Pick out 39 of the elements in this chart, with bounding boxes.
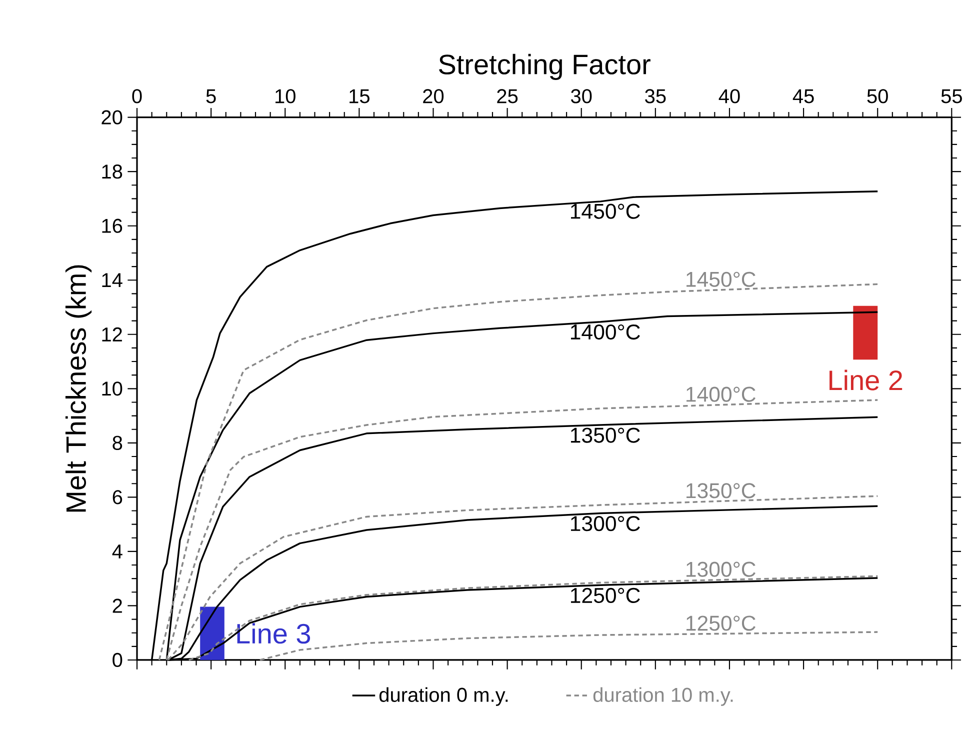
x-tick-label: 5 (206, 89, 216, 104)
annotation: 1450°C (570, 204, 640, 219)
y-axis-title: Melt Thickness (km) (65, 265, 92, 512)
y-tick-label: 6 (112, 490, 122, 504)
annotation: 1350°C (686, 483, 756, 498)
x-tick-label: 20 (423, 89, 444, 104)
x-tick-label: 10 (276, 89, 296, 104)
x-tick-label: 40 (718, 89, 740, 104)
annotation: 1250°C (570, 588, 640, 604)
legend-label: Line 3 (237, 623, 310, 644)
y-tick-label: 20 (102, 110, 122, 124)
annotation: 1450°C (686, 272, 756, 287)
x-tick-label: 45 (792, 89, 814, 104)
annotation: 1400°C (570, 324, 640, 340)
annotation: 1250°C (686, 616, 756, 631)
x-tick-label: 30 (570, 89, 592, 104)
legend-label: Line 2 (830, 370, 902, 390)
x-tick-label: 0 (132, 89, 142, 104)
y-tick-label: 4 (112, 544, 122, 558)
annotation: 1400°C (686, 386, 756, 402)
y-tick-label: 14 (102, 273, 122, 287)
legend-label: duration 0 m.y. (379, 687, 508, 706)
x-tick-label: 55 (941, 89, 962, 104)
x-axis-title: Stretching Factor (439, 54, 650, 80)
y-tick-label: 2 (112, 598, 122, 613)
y-tick-label: 16 (102, 218, 122, 233)
x-tick-label: 15 (350, 89, 370, 104)
y-tick-label: 0 (112, 652, 122, 668)
y-tick-label: 10 (102, 382, 122, 396)
annotation: 1300°C (686, 562, 756, 577)
y-tick-label: 18 (102, 164, 122, 179)
annotation: 1300°C (570, 516, 640, 532)
annotation: 1350°C (570, 428, 640, 443)
y-tick-label: 8 (112, 436, 122, 450)
x-tick-label: 50 (867, 89, 888, 104)
x-tick-label: 35 (645, 89, 666, 104)
x-tick-label: 25 (497, 89, 518, 104)
legend-label: duration 10 m.y. (593, 687, 733, 706)
y-tick-label: 12 (102, 327, 122, 342)
